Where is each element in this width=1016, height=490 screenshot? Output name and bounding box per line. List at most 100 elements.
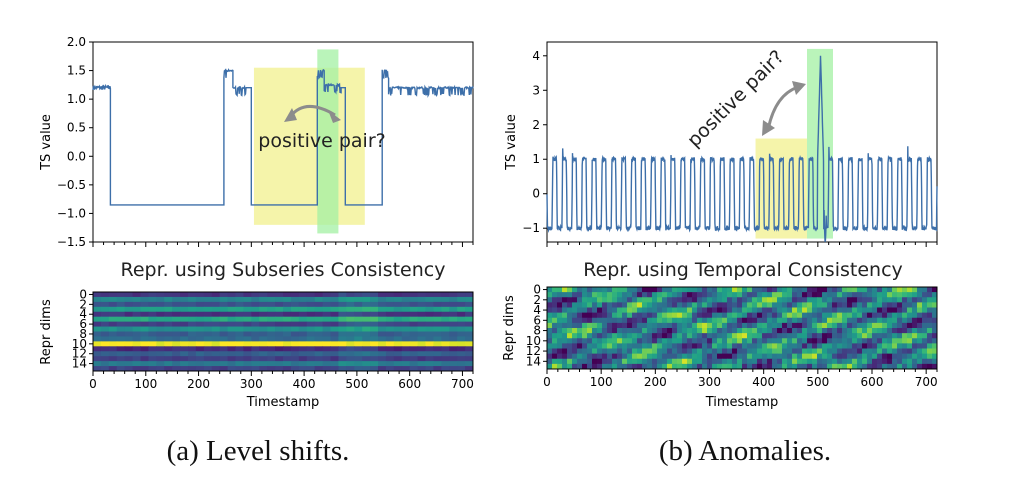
- panel-b-heatmap-cell: [652, 353, 658, 360]
- panel-b-heatmap-xtick-tick-label: 500: [806, 375, 829, 389]
- panel-a-heatmap-cell: [290, 311, 300, 318]
- panel-b-heatmap-cell: [657, 287, 663, 293]
- panel-a-heatmap-cell: [465, 311, 474, 318]
- panel-b-heatmap-cell: [917, 312, 923, 319]
- panel-b-heatmap-cell: [927, 317, 933, 324]
- panel-b-heatmap-cell: [732, 307, 738, 314]
- panel-a-heatmap-cell: [441, 292, 450, 298]
- panel-a-heatmap-cell: [219, 296, 229, 303]
- panel-b-heatmap-cell: [907, 292, 913, 298]
- panel-a-heatmap-cell: [227, 306, 236, 313]
- panel-b-heatmap-cell: [707, 348, 713, 355]
- panel-a-heatmap-cell: [298, 331, 308, 337]
- panel-a-heatmap-cell: [100, 306, 110, 313]
- panel-a-heatmap-cell: [172, 336, 181, 342]
- panel-a-heatmap-cell: [441, 331, 450, 337]
- panel-b-heatmap-cell: [902, 287, 908, 293]
- panel-b-heatmap-cell: [837, 348, 843, 355]
- panel-b-heatmap-cell: [852, 343, 858, 349]
- panel-a-heatmap-cell: [314, 331, 324, 337]
- panel-a-heatmap-cell: [425, 321, 434, 327]
- panel-a-heatmap-cell: [401, 331, 411, 337]
- panel-b-heatmap-cell: [737, 348, 743, 355]
- panel-b-heatmap-cell: [637, 353, 643, 360]
- panel-b-heatmap-cell: [702, 353, 708, 360]
- panel-b-heatmap-cell: [637, 358, 643, 365]
- panel-b-heatmap-cell: [577, 338, 583, 344]
- panel-b-heatmap-cell: [852, 302, 858, 308]
- panel-b-heatmap-cell: [697, 287, 703, 293]
- panel-b-heatmap-cell: [767, 328, 773, 334]
- panel-a-heatmap-cell: [465, 366, 474, 372]
- panel-a-heatmap-cell: [362, 311, 371, 318]
- panel-a-heatmap-cell: [227, 326, 236, 332]
- panel-a-heatmap-cell: [108, 321, 118, 327]
- panel-b-heatmap-cell: [682, 338, 688, 344]
- panel-b-heatmap-cell: [632, 297, 638, 303]
- panel-a-heatmap-cell: [219, 356, 229, 362]
- panel-b-heatmap-cell: [677, 333, 683, 339]
- panel-b-heatmap-cell: [602, 348, 608, 355]
- panel-b-heatmap-cell: [787, 353, 793, 360]
- panel-a-heatmap-cell: [314, 366, 324, 372]
- panel-a-heatmap-cell: [164, 351, 173, 357]
- panel-a-arrowhead-right: [328, 110, 341, 123]
- panel-b-heatmap-cell: [702, 292, 708, 298]
- panel-b-heatmap-cell: [677, 348, 683, 355]
- panel-b-heatmap-cell: [577, 302, 583, 308]
- panel-b-heatmap-cell: [677, 328, 683, 334]
- panel-a-heatmap-cell: [283, 346, 292, 352]
- panel-a-heatmap-cell: [100, 311, 110, 318]
- panel-a-heatmap-cell: [362, 346, 371, 352]
- panel-b-heatmap-cell: [727, 307, 733, 314]
- panel-b-heatmap-cell: [797, 287, 803, 293]
- panel-b-heatmap-cell: [907, 317, 913, 324]
- panel-a-heatmap-cell: [275, 356, 284, 362]
- panel-a-heatmap-cell: [251, 356, 260, 362]
- panel-b-heatmap-cell: [797, 358, 803, 365]
- panel-a-heatmap-cell: [385, 366, 395, 372]
- panel-b-heatmap-cell: [912, 302, 918, 308]
- panel-a-heatmap-cell: [140, 306, 149, 313]
- panel-a-heatmap-cell: [409, 296, 419, 303]
- panel-b-heatmap-cell: [687, 363, 693, 370]
- panel-b-heatmap-cell: [617, 287, 623, 293]
- panel-b-heatmap-cell: [827, 328, 833, 334]
- panel-b-heatmap-cell: [777, 338, 783, 344]
- panel-b-heatmap-cell: [682, 328, 688, 334]
- panel-a-heatmap-cell: [417, 292, 426, 298]
- panel-b-heatmap-cell: [612, 317, 618, 324]
- panel-a-heatmap-cell: [156, 292, 165, 298]
- panel-a-heatmap-cell: [108, 351, 118, 357]
- panel-b-heatmap-cell: [562, 317, 568, 324]
- panel-a-heatmap-cell: [211, 361, 221, 367]
- panel-a-heatmap-cell: [116, 301, 126, 308]
- panel-a-heatmap-cell: [275, 341, 284, 347]
- panel-a-heatmap-cell: [425, 301, 434, 308]
- panel-b-heatmap-cell: [777, 292, 783, 298]
- panel-b-heatmap-cell: [852, 317, 858, 324]
- panel-b-heatmap-cell: [742, 307, 748, 314]
- panel-b-heatmap-cell: [602, 287, 608, 293]
- panel-a-heatmap-cell: [251, 316, 260, 323]
- panel-b-heatmap-cell: [622, 287, 628, 293]
- panel-b-heatmap-cell: [882, 343, 888, 349]
- panel-b-heatmap-cell: [837, 292, 843, 298]
- panel-b-heatmap-cell: [787, 317, 793, 324]
- panel-a-heatmap-cell: [417, 331, 426, 337]
- panel-b-heatmap-cell: [597, 322, 603, 329]
- panel-b-heatmap-cell: [592, 333, 598, 339]
- panel-a-heatmap-cell: [401, 356, 411, 362]
- panel-b-heatmap-cell: [822, 338, 828, 344]
- panel-a-heatmap-cell: [330, 321, 339, 327]
- panel-b-heatmap-cell: [797, 348, 803, 355]
- panel-b-heatmap-cell: [792, 343, 798, 349]
- panel-b-heatmap-cell: [882, 338, 888, 344]
- panel-b-heatmap-cell: [872, 343, 878, 349]
- panel-a-heatmap-cell: [275, 326, 284, 332]
- panel-a-heatmap-cell: [172, 326, 181, 332]
- panel-b-heatmap-cell: [767, 302, 773, 308]
- panel-b-heatmap-cell: [642, 363, 648, 370]
- panel-b-heatmap-cell: [712, 353, 718, 360]
- panel-a-heatmap-cell: [330, 306, 339, 313]
